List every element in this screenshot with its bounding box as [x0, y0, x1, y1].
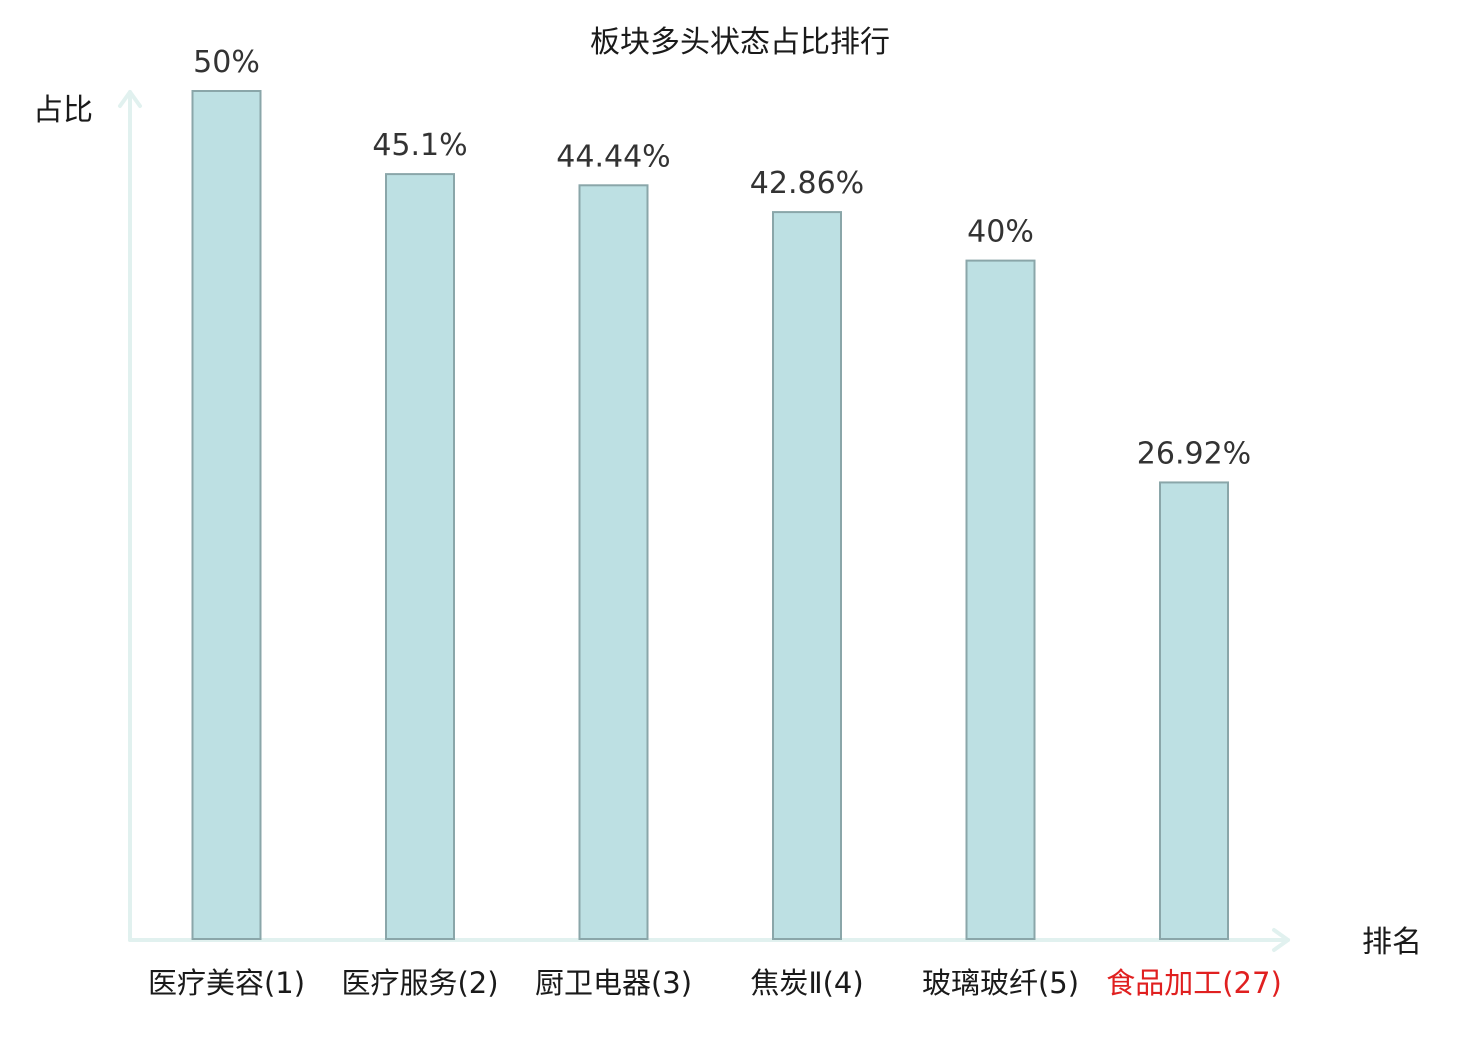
bar-2 — [385, 173, 455, 940]
chart-title: 板块多头状态占比排行 — [590, 25, 890, 60]
value-label-5: 40% — [967, 215, 1034, 250]
x-axis-arrow — [1272, 928, 1290, 952]
y-axis-arrow — [118, 90, 142, 108]
category-label-4: 焦炭Ⅱ(4) — [750, 966, 863, 1000]
value-label-1: 50% — [193, 45, 260, 80]
bar-5 — [965, 259, 1036, 941]
category-label-1: 医疗美容(1) — [148, 966, 305, 1000]
y-axis-label: 占比 — [33, 93, 93, 128]
category-label-6: 食品加工(27) — [1106, 966, 1282, 1000]
bar-group — [191, 90, 1229, 941]
category-label-2: 医疗服务(2) — [341, 966, 498, 1000]
value-label-3: 44.44% — [556, 139, 670, 174]
category-label-group: 医疗美容(1) 医疗服务(2) 厨卫电器(3) 焦炭Ⅱ(4) 玻璃玻纤(5) 食品加工(2… — [148, 966, 1282, 1000]
bar-1 — [191, 90, 262, 940]
category-label-5: 玻璃玻纤(5) — [922, 966, 1079, 1000]
value-label-4: 42.86% — [750, 166, 864, 201]
category-label-3: 厨卫电器(3) — [535, 966, 692, 1000]
value-label-6: 26.92% — [1137, 436, 1251, 471]
bar-6 — [1159, 481, 1229, 940]
bar-3 — [578, 184, 649, 940]
bar-4 — [772, 211, 842, 940]
value-label-2: 45.1% — [372, 128, 467, 163]
value-label-group: 50% 45.1% 44.44% 42.86% 40% 26.92% — [193, 45, 1251, 471]
x-axis-label: 排名 — [1362, 925, 1422, 960]
